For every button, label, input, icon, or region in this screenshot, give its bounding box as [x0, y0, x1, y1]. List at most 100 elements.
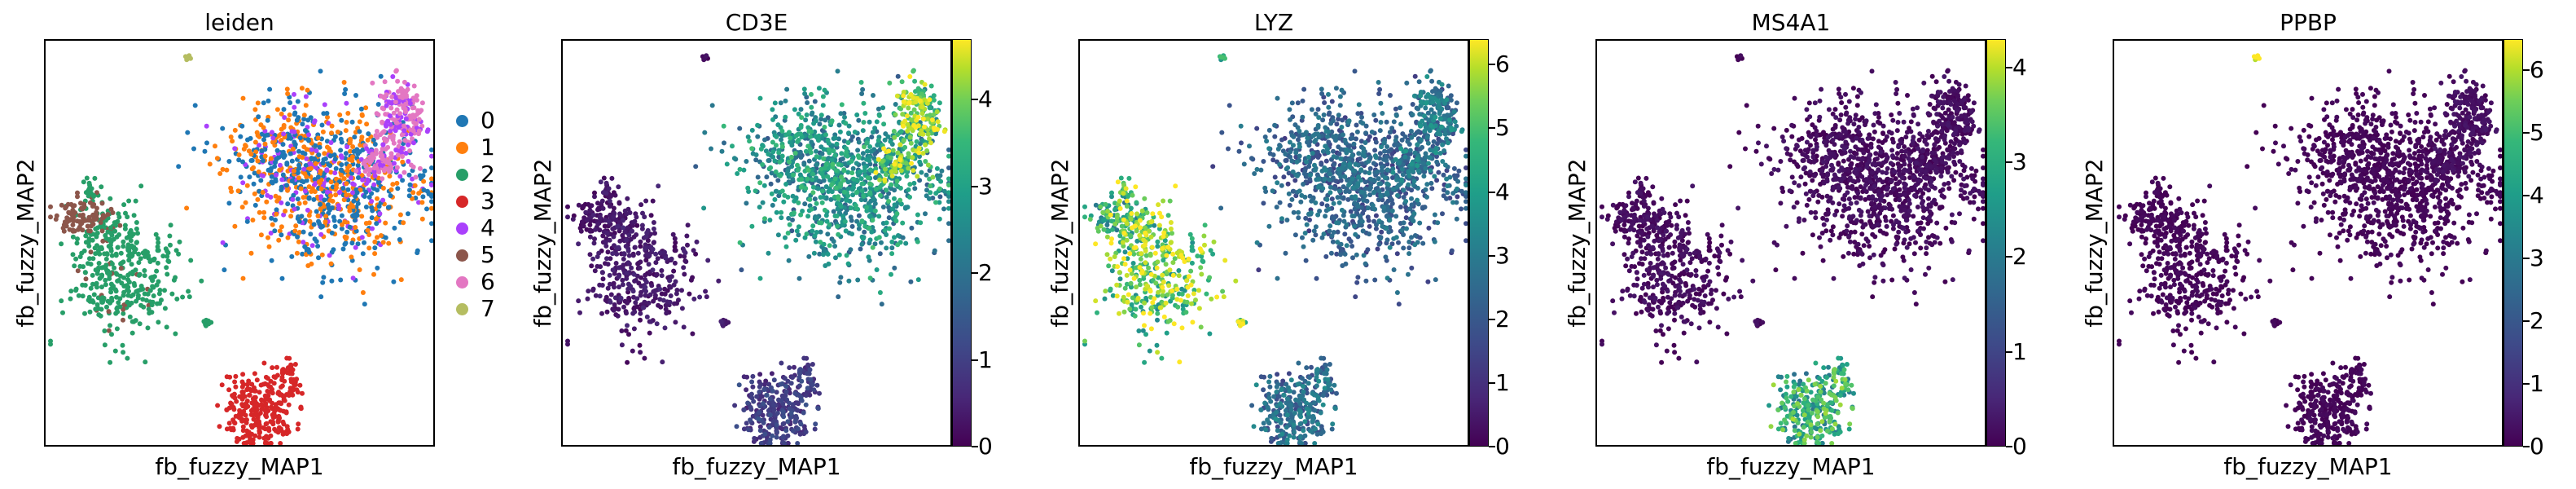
cell-point: [349, 154, 355, 160]
cell-point: [365, 137, 371, 143]
cell-point: [392, 161, 397, 166]
cell-point: [60, 310, 65, 315]
cell-point: [339, 155, 344, 161]
cell-point: [378, 73, 384, 79]
cell-point: [126, 198, 132, 204]
cell-point: [91, 292, 97, 297]
cell-point: [410, 112, 416, 118]
cell-point: [394, 107, 400, 112]
cell-point: [353, 228, 359, 234]
cell-point: [349, 254, 354, 260]
cell-point: [252, 139, 258, 145]
cell-point: [372, 245, 378, 251]
cell-point: [292, 228, 298, 234]
cell-point: [262, 153, 268, 159]
cell-point: [327, 153, 333, 159]
cell-point: [240, 159, 245, 165]
cell-point: [59, 241, 64, 247]
cell-point: [115, 278, 121, 284]
cell-point: [328, 140, 334, 145]
cell-point: [305, 87, 310, 93]
cell-point: [125, 248, 131, 253]
cell-point: [321, 156, 327, 162]
cell-point: [380, 142, 386, 148]
cell-point: [131, 213, 137, 218]
cell-point: [400, 178, 406, 183]
cell-point: [274, 156, 279, 162]
cell-point: [344, 100, 349, 106]
cell-point: [315, 135, 321, 141]
cell-point: [429, 165, 433, 170]
cell-point: [328, 261, 334, 267]
cell-point: [274, 107, 280, 112]
cell-point: [261, 137, 266, 143]
cell-point: [429, 153, 433, 159]
cell-point: [349, 119, 355, 125]
cell-point: [308, 231, 314, 237]
cell-point: [272, 228, 278, 234]
cell-point: [402, 91, 407, 97]
cell-point: [128, 238, 134, 244]
cell-point: [149, 275, 155, 280]
cell-point: [309, 243, 315, 249]
cell-point: [407, 148, 413, 153]
cell-point: [359, 214, 365, 219]
cell-point: [341, 176, 347, 182]
cell-point: [301, 240, 306, 245]
cell-point: [339, 226, 344, 231]
cell-point: [323, 214, 329, 219]
cell-point: [109, 332, 114, 337]
cell-point: [407, 187, 412, 193]
cell-point: [388, 105, 394, 111]
cell-point: [429, 205, 433, 211]
cell-point: [86, 261, 90, 267]
cell-point: [303, 103, 309, 108]
cell-point: [269, 215, 274, 221]
cell-point: [323, 219, 328, 225]
cell-point: [302, 128, 308, 133]
cell-point: [407, 182, 413, 187]
cell-point: [241, 146, 247, 152]
cell-point: [339, 117, 344, 123]
cell-point: [319, 122, 325, 128]
cell-point: [393, 99, 398, 105]
cell-point: [70, 234, 76, 240]
cell-point: [429, 192, 433, 198]
cell-point: [274, 211, 279, 217]
cell-point: [162, 288, 167, 293]
cell-point: [332, 170, 338, 176]
cell-point: [311, 222, 317, 227]
cell-point: [410, 190, 416, 196]
cell-point: [380, 119, 385, 125]
cell-point: [243, 143, 248, 148]
cell-point: [222, 267, 227, 273]
cell-point: [402, 170, 407, 175]
cell-point: [345, 187, 351, 192]
cell-point: [307, 218, 313, 224]
cell-point: [186, 289, 191, 294]
cell-point: [351, 148, 357, 154]
cell-point: [367, 160, 373, 165]
cell-point: [82, 311, 87, 316]
cell-point: [224, 167, 230, 173]
cell-point: [356, 175, 361, 180]
cell-point: [279, 200, 284, 205]
cell-point: [359, 134, 365, 140]
cell-point: [288, 214, 294, 219]
cell-point: [391, 279, 397, 284]
cell-point: [353, 130, 358, 135]
cell-point: [106, 328, 112, 333]
cell-point: [293, 223, 299, 229]
cell-point: [329, 278, 335, 284]
cell-point: [343, 236, 349, 241]
cell-point: [357, 129, 362, 134]
cell-point: [350, 204, 356, 209]
cell-point: [125, 287, 130, 293]
cell-point: [255, 196, 261, 202]
cell-point: [401, 105, 406, 111]
cell-point: [156, 240, 161, 245]
cell-point: [393, 148, 399, 153]
cell-point: [312, 236, 318, 242]
cell-point: [261, 158, 265, 164]
cell-point: [220, 240, 226, 245]
